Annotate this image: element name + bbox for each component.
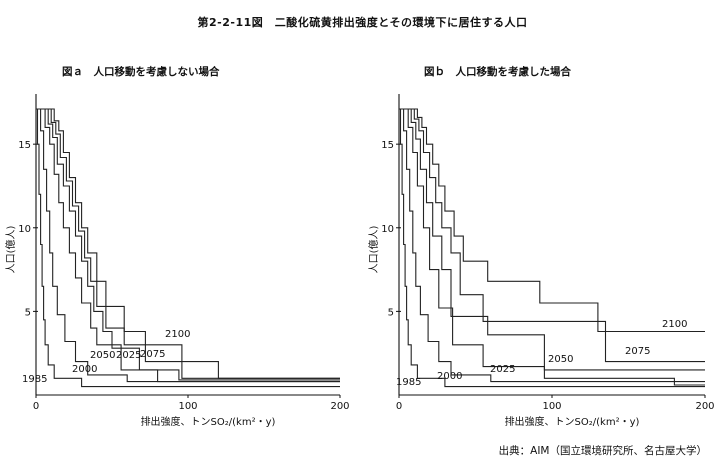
panel-a-series-2000 bbox=[36, 108, 340, 383]
panel-b-series-2100 bbox=[399, 108, 705, 333]
panel-b-y-tick-label: 15 bbox=[381, 140, 394, 151]
panel-b-title: 図ｂ 人口移動を考慮した場合 bbox=[424, 66, 571, 78]
panel-b-series-2025 bbox=[399, 108, 705, 386]
panel-b-x-tick-label: 200 bbox=[695, 401, 714, 412]
panel-b-y-axis-title: 人口(億人) bbox=[367, 226, 380, 274]
panel-a-x-tick-label: 100 bbox=[178, 401, 197, 412]
panel-a-y-tick-label: 10 bbox=[18, 224, 31, 235]
panel-a-series-1985 bbox=[36, 108, 340, 388]
panel-b-series-2000 bbox=[399, 108, 705, 383]
panel-a-title: 図ａ 人口移動を考慮しない場合 bbox=[62, 66, 220, 78]
panel-a-y-tick-label: 15 bbox=[18, 140, 31, 151]
panel-b-series-2050 bbox=[399, 108, 705, 371]
panel-b-x-axis-title: 排出強度、トンSO₂/(km²・y) bbox=[505, 415, 640, 428]
panel-a-y-axis-title: 人口(億人) bbox=[4, 226, 17, 274]
panel-a-series-label-2050: 2050 bbox=[90, 350, 115, 361]
panel-b-series-label-1985: 1985 bbox=[396, 377, 421, 388]
panel-b-series-label-2050: 2050 bbox=[548, 354, 573, 365]
panel-b-x-tick-label: 0 bbox=[396, 401, 402, 412]
panel-b-series-2075 bbox=[399, 108, 705, 363]
panel-b-series-label-2000: 2000 bbox=[437, 371, 462, 382]
panel-b-y-tick-label: 5 bbox=[388, 307, 394, 318]
panel-a-series-label-2100: 2100 bbox=[165, 329, 190, 340]
panel-a-y-tick-label: 5 bbox=[25, 307, 31, 318]
panel-a-series-label-2000: 2000 bbox=[72, 364, 97, 375]
panel-a-series-label-2075: 2075 bbox=[140, 349, 165, 360]
panel-a-x-tick-label: 0 bbox=[33, 401, 39, 412]
panel-b-series-label-2075: 2075 bbox=[625, 346, 650, 357]
panel-b-series-label-2025: 2025 bbox=[490, 364, 515, 375]
source-note: 出典：AIM（国立環境研究所、名古屋大学） bbox=[498, 445, 707, 457]
panel-a-x-axis-title: 排出強度、トンSO₂/(km²・y) bbox=[141, 415, 276, 428]
panel-b-series-label-2100: 2100 bbox=[662, 319, 687, 330]
panel-b-series-1985 bbox=[399, 108, 705, 388]
figure-title: 第2-2-11図 二酸化硫黄排出強度とその環境下に居住する人口 bbox=[197, 16, 528, 29]
panel-a-series-2075 bbox=[36, 108, 340, 379]
panel-a-series-2100 bbox=[36, 108, 340, 379]
panel-a-series-2050 bbox=[36, 108, 340, 381]
panel-a-series-label-2025: 2025 bbox=[116, 350, 141, 361]
panel-a-series-2025 bbox=[36, 108, 340, 383]
panel-a-x-tick-label: 200 bbox=[330, 401, 349, 412]
panel-a-series-label-1985: 1985 bbox=[22, 374, 47, 385]
panel-b-x-tick-label: 100 bbox=[542, 401, 561, 412]
panel-b-y-tick-label: 10 bbox=[381, 224, 394, 235]
